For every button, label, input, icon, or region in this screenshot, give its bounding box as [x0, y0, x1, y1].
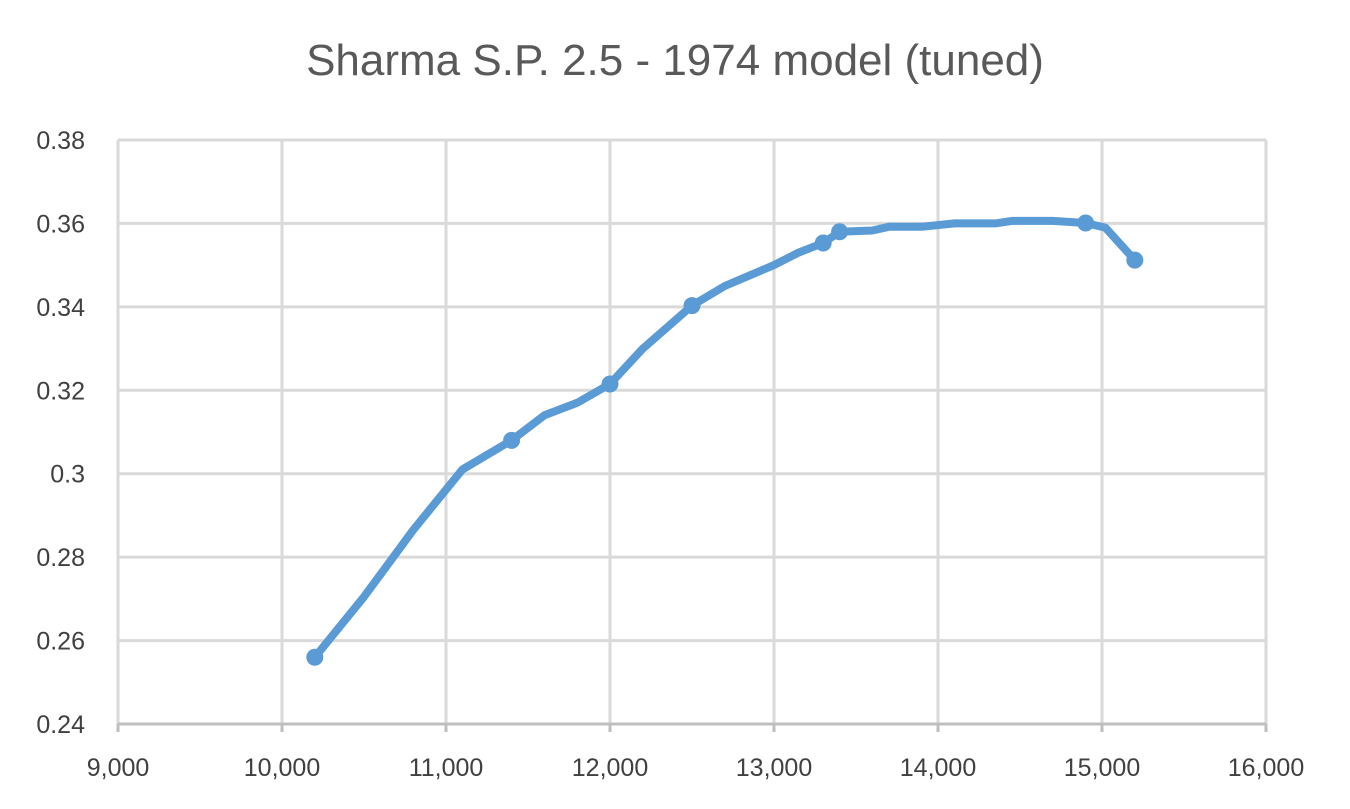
y-tick-label: 0.38 — [36, 127, 85, 155]
data-point-marker — [683, 297, 701, 315]
x-tick-label: 9,000 — [87, 754, 150, 782]
y-axis-tick-labels: 0.24 0.26 0.28 0.3 0.32 0.34 0.36 0.38 — [36, 127, 85, 739]
data-point-marker — [1126, 251, 1144, 269]
y-tick-label: 0.36 — [36, 210, 85, 238]
x-axis-tick-labels: 9,000 10,000 11,000 12,000 13,000 14,000 15,00… — [87, 754, 1305, 782]
x-tick-label: 11,000 — [409, 754, 484, 782]
x-tick-label: 14,000 — [900, 754, 976, 782]
x-tick-label: 12,000 — [572, 754, 648, 782]
y-tick-label: 0.3 — [50, 461, 85, 489]
x-tick-label: 13,000 — [736, 754, 812, 782]
x-tick-label: 10,000 — [244, 754, 320, 782]
series-line-path — [310, 216, 1139, 662]
y-tick-label: 0.34 — [36, 294, 85, 322]
series-markers — [306, 214, 1144, 666]
data-point-marker — [1077, 214, 1095, 232]
axes — [116, 722, 1268, 732]
y-tick-label: 0.32 — [36, 377, 85, 405]
y-tick-label: 0.28 — [36, 544, 85, 572]
x-tick-label: 16,000 — [1228, 754, 1304, 782]
data-point-marker — [814, 234, 832, 252]
data-point-marker — [306, 648, 324, 666]
data-point-marker — [601, 375, 619, 393]
chart-title: Sharma S.P. 2.5 - 1974 model (tuned) — [306, 36, 1044, 85]
data-point-marker — [503, 431, 521, 449]
x-tick-label: 15,000 — [1064, 754, 1140, 782]
grid — [116, 138, 1268, 726]
series-line — [310, 216, 1139, 662]
data-point-marker — [831, 223, 849, 241]
y-tick-label: 0.26 — [36, 628, 85, 656]
y-tick-label: 0.24 — [36, 711, 85, 739]
